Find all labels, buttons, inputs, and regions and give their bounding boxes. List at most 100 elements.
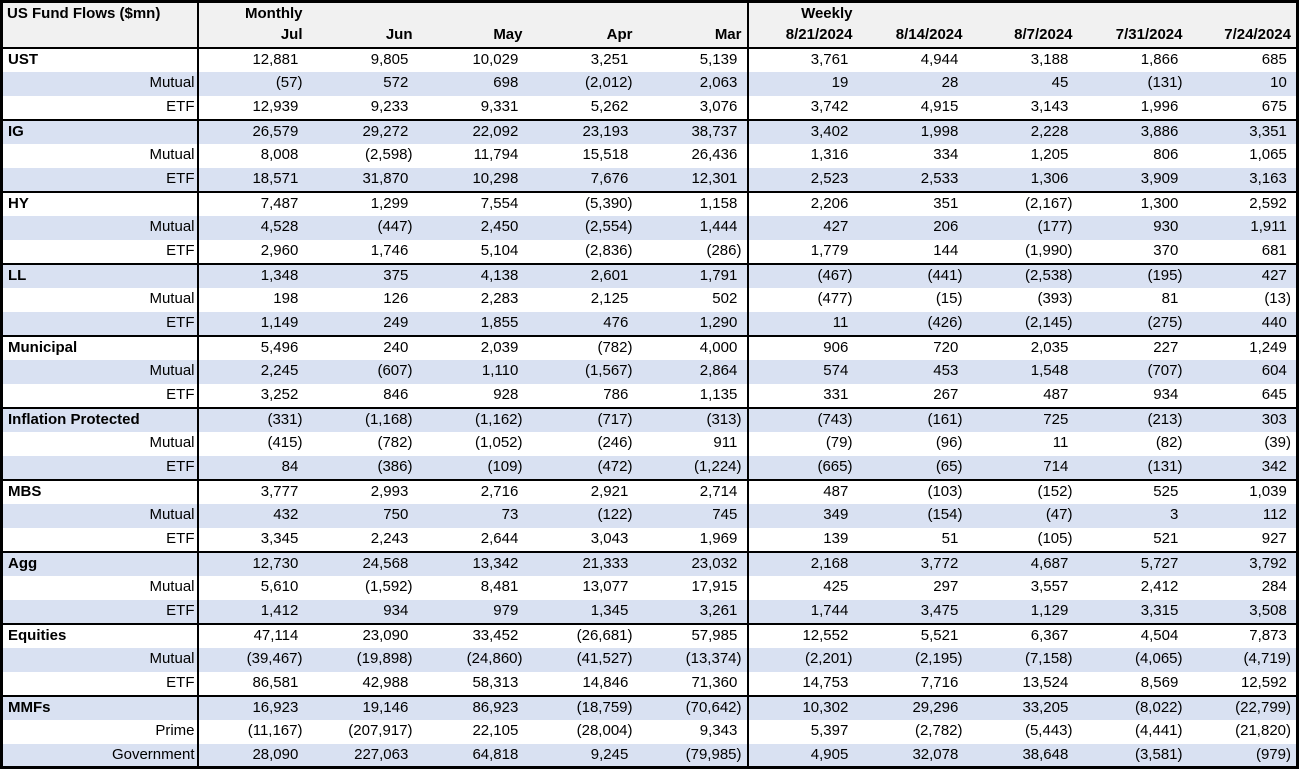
table-cell: 13,524 — [1022, 673, 1073, 691]
table-cell: 331 — [746, 383, 858, 408]
table-cell: 2,644 — [480, 529, 523, 547]
table-cell: 2,245 — [260, 362, 303, 380]
table-cell: (11,167) — [247, 722, 303, 740]
table-cell: 7,554 — [417, 190, 528, 216]
table-cell: 86,923 — [417, 694, 528, 720]
table-cell: (2,201) — [746, 647, 858, 672]
table-cell: 334 — [933, 146, 963, 164]
table-cell: 846 — [383, 385, 413, 403]
table-cell: 81 — [1161, 290, 1183, 308]
table-cell: (246) — [597, 434, 633, 452]
table-cell: (743) — [746, 406, 858, 432]
table-cell: 23,032 — [637, 550, 748, 576]
table-cell: 934 — [1153, 385, 1183, 403]
header-spacer — [637, 1, 748, 25]
table-cell: 725 — [967, 406, 1078, 432]
table-cell: 4,905 — [746, 743, 858, 768]
table-cell: 525 — [1077, 478, 1188, 504]
table-cell: 33,205 — [967, 694, 1078, 720]
header-spacer — [307, 1, 418, 25]
table-cell: 13,342 — [417, 550, 528, 576]
table-cell: (2,598) — [364, 146, 413, 164]
table-row: HY 7,487 1,299 7,554 (5,390) 1,158 2,206 3… — [1, 190, 1298, 216]
table-cell: (3,581) — [1134, 745, 1183, 763]
table-cell: 5,727 — [1077, 550, 1188, 576]
row-label: LL — [1, 262, 199, 288]
row-label: ETF — [1, 383, 199, 408]
table-row: Mutual 8,008 (2,598) 11,794 15,518 26,436 … — [1, 143, 1298, 168]
table-cell: (441) — [857, 262, 968, 288]
table-cell: 2,592 — [1187, 190, 1298, 216]
table-row: Mutual 198 126 2,283 2,125 502 (477) (15) (… — [1, 287, 1298, 312]
table-cell: 5,521 — [857, 622, 968, 648]
table-cell: 2,533 — [920, 169, 963, 187]
row-label: UST — [1, 46, 199, 72]
table-cell: (19,898) — [356, 650, 413, 668]
row-label: Mutual — [1, 215, 199, 240]
table-cell: 7,716 — [920, 673, 963, 691]
table-row: MMFs 16,923 19,146 86,923 (18,759) (70,642… — [1, 694, 1298, 720]
table-cell: 112 — [1262, 506, 1291, 524]
table-cell: 574 — [746, 359, 858, 384]
table-row: ETF 2,960 1,746 5,104 (2,836) (286) 1,779 1… — [1, 239, 1298, 264]
column-header: 8/21/2024 — [746, 24, 858, 49]
table-cell: 11 — [746, 311, 858, 336]
table-cell: 681 — [1261, 241, 1291, 259]
table-cell: 1,290 — [699, 313, 742, 331]
table-cell: 64,818 — [472, 745, 523, 763]
table-cell: 2,716 — [417, 478, 528, 504]
table-cell: (122) — [597, 506, 633, 524]
table-cell: (131) — [1147, 74, 1183, 92]
table-cell: 227,063 — [354, 745, 413, 763]
table-row: Municipal 5,496 240 2,039 (782) 4,000 906 … — [1, 334, 1298, 360]
table-cell: 10,029 — [417, 46, 528, 72]
table-cell: 206 — [933, 218, 963, 236]
table-cell: 10 — [1270, 74, 1291, 92]
row-label: Inflation Protected — [1, 406, 199, 432]
table-cell: (8,022) — [1077, 694, 1188, 720]
table-cell: 7,873 — [1187, 622, 1298, 648]
table-cell: 685 — [1187, 46, 1298, 72]
table-row: ETF 18,571 31,870 10,298 7,676 12,301 2,5… — [1, 167, 1298, 192]
table-cell: 476 — [603, 313, 633, 331]
table-cell: 750 — [383, 506, 413, 524]
table-cell: 3,402 — [746, 118, 858, 144]
header-spacer — [857, 1, 968, 25]
table-cell: (4,065) — [1134, 650, 1183, 668]
table-cell: (7,158) — [1024, 650, 1073, 668]
table-cell: 284 — [1261, 578, 1291, 596]
table-cell: (105) — [1037, 529, 1073, 547]
table-cell: 2,523 — [746, 167, 858, 192]
table-cell: (286) — [706, 241, 742, 259]
table-cell: (5,443) — [1024, 722, 1073, 740]
table-cell: (47) — [1045, 506, 1073, 524]
table-cell: (103) — [857, 478, 968, 504]
column-header: 7/24/2024 — [1187, 24, 1298, 49]
row-label: Mutual — [1, 503, 199, 528]
table-cell: 12,881 — [197, 46, 308, 72]
table-cell: 8,569 — [1140, 673, 1183, 691]
row-label: Mutual — [1, 287, 199, 312]
table-row: MBS 3,777 2,993 2,716 2,921 2,714 487 (10… — [1, 478, 1298, 504]
table-row: Prime (11,167) (207,917) 22,105 (28,004) 9,3… — [1, 719, 1298, 744]
table-cell: (24,860) — [466, 650, 523, 668]
table-cell: 38,648 — [1022, 745, 1073, 763]
table-cell: (65) — [935, 457, 963, 475]
table-cell: 86,581 — [252, 673, 303, 691]
table-cell: 26,579 — [197, 118, 308, 144]
row-label: Mutual — [1, 359, 199, 384]
table-cell: 1,855 — [480, 313, 523, 331]
table-cell: 2,864 — [699, 362, 742, 380]
table-cell: (4,719) — [1243, 650, 1291, 668]
table-cell: 24,568 — [307, 550, 418, 576]
table-cell: (41,527) — [576, 650, 633, 668]
table-cell: (275) — [1147, 313, 1183, 331]
table-cell: 6,367 — [967, 622, 1078, 648]
table-cell: 2,412 — [1140, 578, 1183, 596]
row-label: ETF — [1, 311, 199, 336]
table-cell: 4,138 — [417, 262, 528, 288]
table-cell: 3,251 — [527, 46, 638, 72]
table-cell: 349 — [746, 503, 858, 528]
table-cell: 58,313 — [472, 673, 523, 691]
table-cell: 303 — [1187, 406, 1298, 432]
